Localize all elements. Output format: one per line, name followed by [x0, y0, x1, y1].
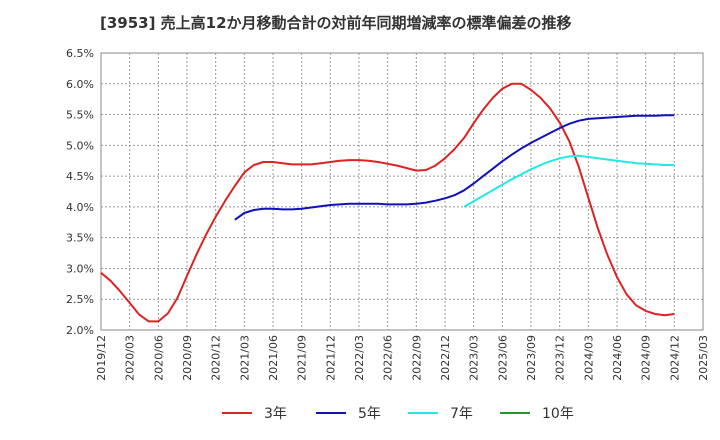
x-tick-label: 2023/12 — [554, 335, 567, 381]
y-axis-ticks: 6.5% 6.0% 5.5% 5.0% 4.5% 4.0% 3.5% 3.0% 2.5% 2.0% — [66, 47, 94, 337]
series-lines — [100, 82, 675, 323]
x-tick-label: 2022/09 — [410, 335, 423, 381]
y-tick-label: 2.0% — [66, 324, 94, 337]
x-tick-label: 2021/06 — [267, 335, 280, 381]
x-tick-label: 2022/03 — [353, 335, 366, 381]
y-tick-label: 4.0% — [66, 201, 94, 214]
series-line-0 — [100, 82, 675, 323]
x-tick-label: 2022/12 — [439, 335, 452, 381]
x-tick-label: 2020/12 — [210, 335, 223, 381]
x-axis-ticks: 2019/12 2020/03 2020/06 2020/09 2020/12 2021/… — [95, 335, 710, 381]
y-tick-label: 3.0% — [66, 262, 94, 275]
x-tick-label: 2022/06 — [382, 335, 395, 381]
x-tick-label: 2025/03 — [697, 335, 710, 381]
x-tick-label: 2024/03 — [582, 335, 595, 381]
legend-label-2: 7年 — [450, 406, 473, 422]
y-tick-label: 2.5% — [66, 293, 94, 306]
legend-label-0: 3年 — [264, 406, 287, 422]
x-tick-label: 2021/09 — [296, 335, 309, 381]
y-tick-label: 3.5% — [66, 232, 94, 245]
series-line-2 — [463, 154, 675, 208]
x-tick-label: 2019/12 — [95, 335, 108, 381]
legend: 3年 5年 7年 10年 — [222, 406, 574, 422]
y-tick-label: 6.0% — [66, 78, 94, 91]
x-tick-label: 2020/03 — [124, 335, 137, 381]
legend-label-1: 5年 — [358, 406, 381, 422]
y-tick-label: 5.0% — [66, 139, 94, 152]
x-tick-label: 2023/09 — [525, 335, 538, 381]
x-tick-label: 2024/09 — [640, 335, 653, 381]
y-tick-label: 5.5% — [66, 109, 94, 122]
x-tick-label: 2021/03 — [238, 335, 251, 381]
chart-title: [3953] 売上高12か月移動合計の対前年同期増減率の標準偏差の推移 — [100, 14, 572, 32]
x-tick-label: 2020/06 — [152, 335, 165, 381]
x-tick-label: 2023/03 — [468, 335, 481, 381]
plot-frame — [100, 52, 704, 331]
x-tick-label: 2020/09 — [181, 335, 194, 381]
x-tick-label: 2021/12 — [324, 335, 337, 381]
x-tick-label: 2024/12 — [668, 335, 681, 381]
y-tick-label: 6.5% — [66, 47, 94, 60]
series-line-1 — [234, 114, 675, 221]
legend-label-3: 10年 — [542, 406, 574, 422]
x-tick-label: 2024/06 — [611, 335, 624, 381]
y-tick-label: 4.5% — [66, 170, 94, 183]
grid — [101, 53, 703, 330]
x-tick-label: 2023/06 — [496, 335, 509, 381]
